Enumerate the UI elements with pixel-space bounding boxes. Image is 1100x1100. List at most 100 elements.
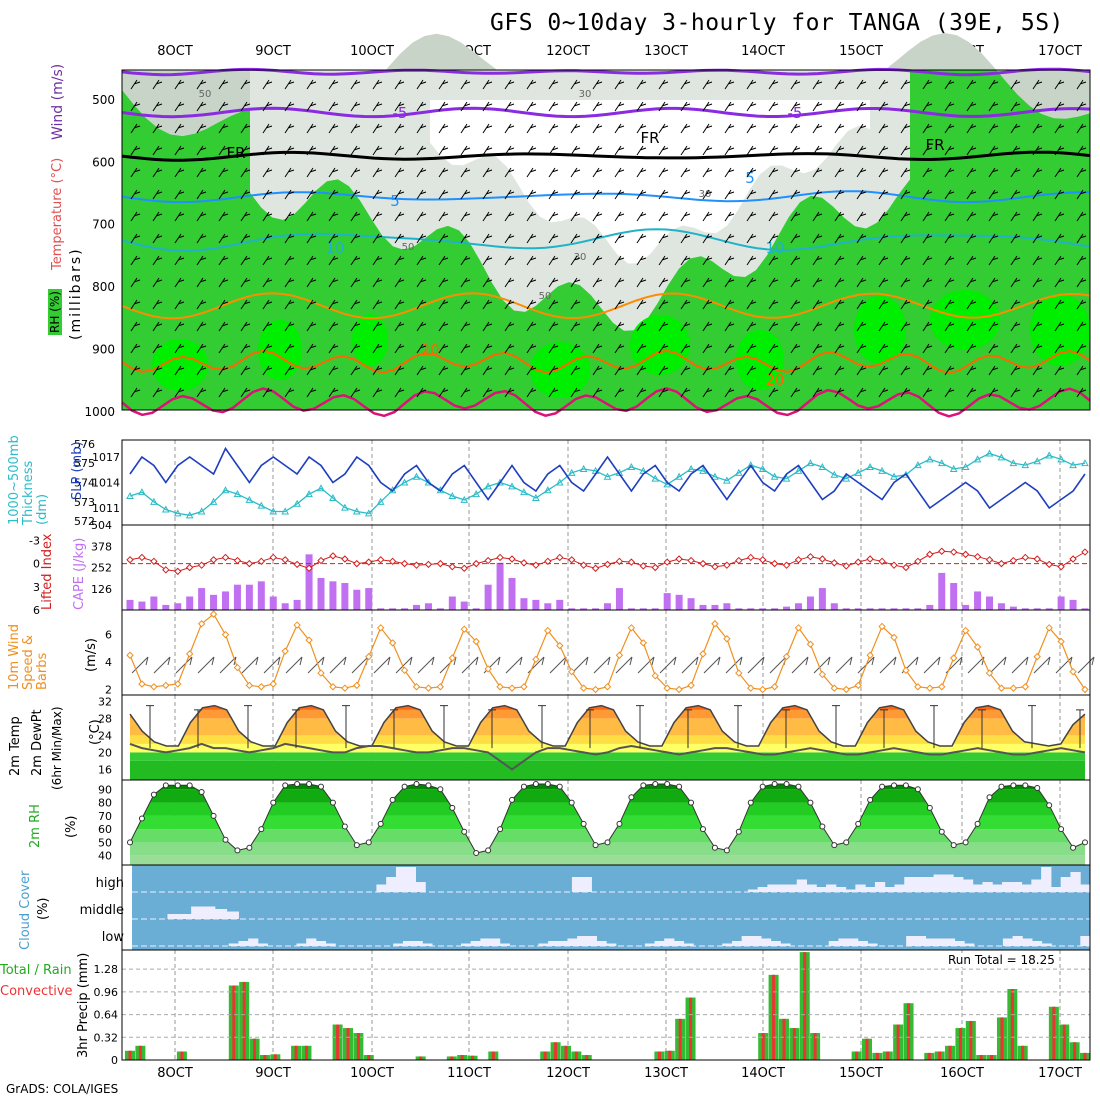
rh-2m-series-point: [640, 782, 647, 789]
upper-wind-barb: [130, 211, 141, 222]
upper-wind-barb: [768, 299, 779, 310]
thickness-series-point: [746, 461, 755, 469]
cloud-high-bar: [1080, 884, 1091, 892]
upper-wind-barb: [724, 277, 735, 288]
cloud-low-bar: [760, 938, 772, 946]
upper-wind-barb: [306, 211, 317, 222]
cloud-high-bar: [914, 877, 925, 892]
upper-wind-barb: [768, 365, 779, 376]
upper-wind-barb: [614, 343, 625, 354]
wind-speed-series-point: [257, 683, 266, 691]
upper-wind-barb: [482, 123, 493, 134]
cloud-high-bar: [806, 884, 817, 892]
wind-speed-series-point: [221, 630, 230, 639]
precip-convective-bar: [886, 1051, 890, 1060]
upper-wind-barb: [680, 79, 691, 90]
upper-wind-barb: [988, 365, 999, 376]
precip-tick: 1.28: [94, 963, 119, 976]
precip-convective-bar: [273, 1054, 277, 1060]
precip-convective-bar: [979, 1055, 983, 1060]
upper-wind-barb: [944, 277, 955, 288]
thickness-series-point: [925, 455, 934, 463]
upper-wind-barb: [1076, 101, 1087, 112]
upper-wind-barb: [372, 343, 383, 354]
upper-wind-barb: [856, 167, 867, 178]
upper-wind-barb: [1076, 233, 1087, 244]
upper-wind-barb: [834, 211, 845, 222]
wind-speed-series-point: [687, 681, 695, 690]
wind-speed-series-point: [150, 683, 158, 691]
contour-label: 30: [699, 189, 712, 200]
upper-wind-barb: [306, 255, 317, 266]
rh-2m-series-point: [138, 815, 145, 822]
upper-wind-barb: [988, 299, 999, 310]
upper-wind-barb: [966, 167, 977, 178]
upper-wind-barb: [196, 189, 207, 200]
thickness-series-point: [806, 459, 815, 467]
upper-wind-barb: [438, 145, 449, 156]
upper-wind-barb: [702, 101, 713, 112]
cape-bar: [556, 599, 564, 610]
rh-2m-series-point: [437, 786, 444, 793]
thickness-series-point: [341, 503, 349, 511]
upper-wind-barb: [878, 79, 889, 90]
upper-wind-barb: [504, 321, 515, 332]
upper-wind-barb: [812, 277, 823, 288]
upper-wind-barb: [328, 101, 339, 112]
upper-wind-barb: [636, 277, 647, 288]
upper-wind-barb: [658, 321, 669, 332]
top-date-label: 12OCT: [546, 44, 590, 59]
precip-convective-bar: [128, 1050, 132, 1060]
cape-bar: [699, 604, 707, 610]
credit-text: GrADS: COLA/IGES: [6, 1082, 119, 1096]
upper-wind-barb: [834, 299, 845, 310]
upper-wind-barb: [1076, 79, 1087, 90]
thickness-series-point: [866, 463, 874, 471]
upper-wind-barb: [922, 299, 933, 310]
upper-wind-barb: [460, 79, 471, 90]
rh-2m-series-point: [1022, 782, 1029, 789]
upper-wind-barb: [284, 321, 295, 332]
wind-speed-series-point: [281, 647, 289, 655]
lifted-index-series-point: [997, 559, 1006, 568]
upper-wind-barb: [482, 387, 493, 398]
upper-wind-barb: [262, 233, 273, 244]
upper-wind-barb: [350, 255, 361, 266]
upper-wind-barb: [1032, 255, 1043, 266]
cape-bar: [1057, 596, 1065, 610]
precip-convective-bar: [803, 952, 807, 1060]
cloud-low-bar: [664, 938, 675, 946]
cape-bar: [222, 591, 229, 610]
cloud-unit: (%): [36, 897, 51, 921]
upper-wind-barb: [196, 145, 207, 156]
thickness-series-point: [675, 472, 683, 480]
upper-wind-barb: [966, 387, 977, 398]
wind-speed-series-point: [651, 672, 659, 680]
upper-wind-barb: [856, 79, 867, 90]
lifted-index-series-point: [221, 553, 230, 562]
upper-wind-barb: [966, 79, 977, 90]
precip-tick: 0.96: [94, 986, 119, 999]
rh-2m-series-point: [544, 780, 551, 787]
rh-2m-series-point: [759, 783, 766, 790]
upper-wind-barb: [636, 255, 647, 266]
upper-wind-barb: [218, 189, 229, 200]
precip-convective-bar: [450, 1056, 454, 1060]
rh-2m-series-point: [1058, 826, 1065, 833]
upper-wind-barb: [504, 277, 515, 288]
upper-wind-barb: [130, 233, 141, 244]
cloud-high-bar: [415, 882, 426, 892]
wind-speed-series-point: [233, 663, 242, 672]
upper-wind-barb: [988, 233, 999, 244]
lifted-index-series-point: [185, 563, 194, 572]
upper-wind-barb: [196, 387, 207, 398]
rh-2m-series-point: [425, 782, 432, 789]
upper-wind-barb: [592, 255, 603, 266]
precip-total-title: Total / Rain: [0, 963, 72, 978]
upper-wind-barb: [900, 299, 911, 310]
precip-tick: 0: [111, 1054, 118, 1067]
upper-wind-barb: [834, 321, 845, 332]
lifted-index-series-point: [1045, 560, 1053, 569]
upper-wind-barb: [372, 255, 383, 266]
precip-convective-bar: [1073, 1042, 1077, 1060]
